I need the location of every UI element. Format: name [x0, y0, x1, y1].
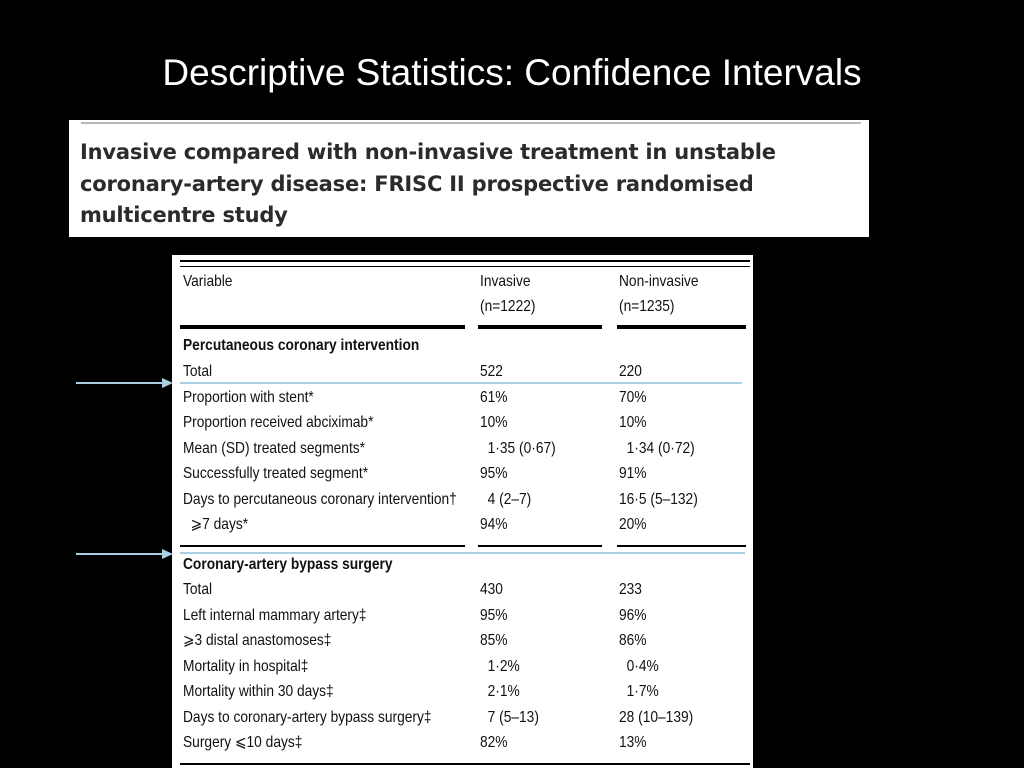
invasive-cell: 1·35 (0·67)	[480, 440, 556, 457]
invasive-cell: 61%	[480, 389, 508, 406]
table-caption: Invasive compared with non-invasive trea…	[80, 140, 776, 227]
variable-cell: Successfully treated segment*	[183, 465, 369, 482]
noninvasive-cell: 13%	[619, 734, 647, 751]
section-rule-invasive	[478, 545, 602, 547]
header-rule-variable	[180, 325, 465, 329]
variable-cell: Left internal mammary artery‡	[183, 607, 367, 624]
variable-cell: Total	[183, 363, 213, 380]
table-row: Days to percutaneous coronary interventi…	[172, 487, 753, 513]
variable-cell: Mortality within 30 days‡	[183, 683, 334, 700]
invasive-cell: 430	[480, 581, 503, 598]
table-row: ⩾7 days* 94% 20%	[172, 512, 753, 538]
noninvasive-cell: 0·4%	[619, 658, 659, 675]
variable-cell: ⩾3 distal anastomoses‡	[183, 632, 332, 649]
header-noninvasive-n: (n=1235)	[619, 298, 675, 315]
table-row: Mean (SD) treated segments* 1·35 (0·67) …	[172, 436, 753, 462]
header-variable: Variable	[183, 273, 233, 290]
noninvasive-cell: 1·7%	[619, 683, 659, 700]
noninvasive-cell: 10%	[619, 414, 647, 431]
variable-cell: ⩾7 days*	[183, 516, 249, 533]
invasive-cell: 522	[480, 363, 503, 380]
section-label: Coronary-artery bypass surgery	[183, 556, 393, 573]
noninvasive-cell: 86%	[619, 632, 647, 649]
header-noninvasive: Non-invasive	[619, 273, 699, 290]
highlight-line-stent	[180, 382, 742, 384]
section-label: Percutaneous coronary intervention	[183, 337, 420, 354]
header-rule-invasive	[478, 325, 602, 329]
invasive-cell: 2·1%	[480, 683, 520, 700]
table-row: Proportion with stent* 61% 70%	[172, 385, 753, 411]
variable-cell: Days to percutaneous coronary interventi…	[183, 491, 457, 508]
section-header-row: Coronary-artery bypass surgery	[172, 552, 753, 578]
noninvasive-cell: 96%	[619, 607, 647, 624]
noninvasive-cell: 20%	[619, 516, 647, 533]
table-row: Mortality within 30 days‡ 2·1% 1·7%	[172, 679, 753, 705]
arrow-right-icon	[76, 549, 173, 559]
table-row: Total 430 233	[172, 577, 753, 603]
variable-cell: Proportion with stent*	[183, 389, 314, 406]
section-rule-noninvasive	[617, 545, 746, 547]
table-row: Proportion received abciximab* 10% 10%	[172, 410, 753, 436]
noninvasive-cell: 220	[619, 363, 642, 380]
invasive-cell: 10%	[480, 414, 508, 431]
invasive-cell: 1·2%	[480, 658, 520, 675]
table-row: Total 522 220	[172, 359, 753, 385]
invasive-cell: 95%	[480, 607, 508, 624]
header-invasive-n: (n=1222)	[480, 298, 536, 315]
table-row: Successfully treated segment* 95% 91%	[172, 461, 753, 487]
variable-cell: Total	[183, 581, 213, 598]
table-top-rule-thin	[180, 266, 750, 267]
table-row: ⩾3 distal anastomoses‡ 85% 86%	[172, 628, 753, 654]
table-row: Days to coronary-artery bypass surgery‡ …	[172, 705, 753, 731]
highlight-line-cabg	[180, 552, 745, 554]
invasive-cell: 85%	[480, 632, 508, 649]
slide-title: Descriptive Statistics: Confidence Inter…	[162, 52, 862, 93]
noninvasive-cell: 1·34 (0·72)	[619, 440, 695, 457]
table-caption-box: Invasive compared with non-invasive trea…	[69, 120, 869, 237]
results-table: Variable Invasive (n=1222) Non-invasive …	[172, 255, 753, 768]
invasive-cell: 95%	[480, 465, 508, 482]
noninvasive-cell: 28 (10–139)	[619, 709, 694, 726]
variable-cell: Proportion received abciximab*	[183, 414, 374, 431]
table-row: Mortality in hospital‡ 1·2% 0·4%	[172, 654, 753, 680]
header-rule-noninvasive	[617, 325, 746, 329]
header-invasive: Invasive	[480, 273, 531, 290]
table-bottom-rule	[180, 763, 750, 765]
variable-cell: Surgery ⩽10 days‡	[183, 734, 303, 751]
variable-cell: Days to coronary-artery bypass surgery‡	[183, 709, 432, 726]
section-rule-variable	[180, 545, 465, 547]
caption-top-rule	[81, 122, 861, 124]
invasive-cell: 82%	[480, 734, 508, 751]
noninvasive-cell: 70%	[619, 389, 647, 406]
table-top-rule-thick	[180, 260, 750, 262]
invasive-cell: 94%	[480, 516, 508, 533]
variable-cell: Mean (SD) treated segments*	[183, 440, 366, 457]
variable-cell: Mortality in hospital‡	[183, 658, 309, 675]
noninvasive-cell: 16·5 (5–132)	[619, 491, 698, 508]
invasive-cell: 4 (2–7)	[480, 491, 532, 508]
table-row: Left internal mammary artery‡ 95% 96%	[172, 603, 753, 629]
table-row: Surgery ⩽10 days‡ 82% 13%	[172, 730, 753, 756]
section-header-row: Percutaneous coronary intervention	[172, 333, 753, 359]
invasive-cell: 7 (5–13)	[480, 709, 539, 726]
noninvasive-cell: 233	[619, 581, 642, 598]
arrow-right-icon	[76, 378, 173, 388]
noninvasive-cell: 91%	[619, 465, 647, 482]
